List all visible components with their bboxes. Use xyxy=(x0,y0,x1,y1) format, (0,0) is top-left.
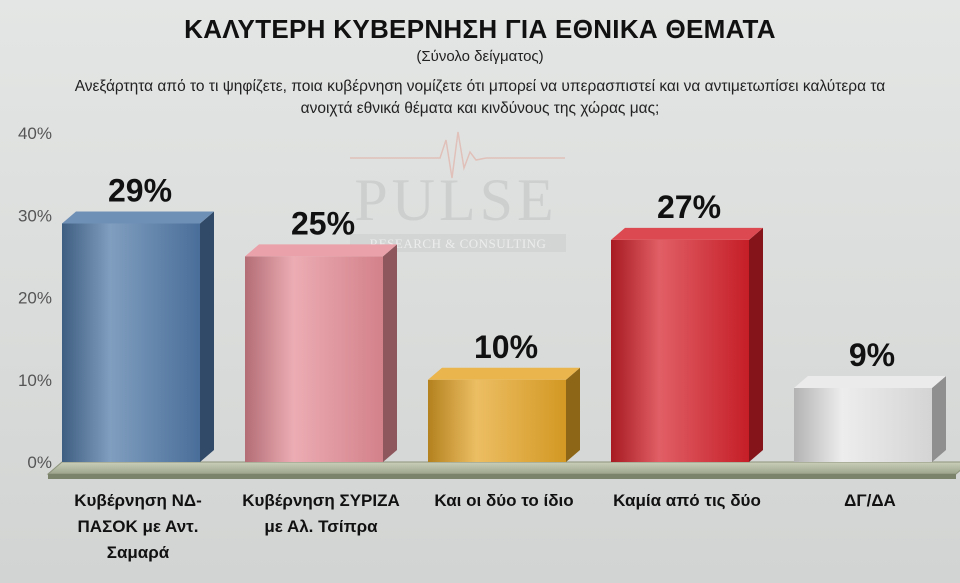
bar-top xyxy=(62,211,214,224)
bar-top xyxy=(794,375,946,388)
x-category-label: ΔΓ/ΔΑ xyxy=(844,491,896,510)
bar-side xyxy=(749,227,763,462)
y-tick-label: 40% xyxy=(18,124,52,143)
x-category-label: Κυβέρνηση ΝΔ-ΠΑΣΟΚ με Αντ. Σαμαρά xyxy=(74,491,202,562)
pulse-watermark: PULSE RESEARCH & CONSULTING xyxy=(350,131,566,252)
x-category-label: Καμία από τις δύο xyxy=(613,491,761,510)
chart-subtitle: (Σύνολο δείγματος) xyxy=(416,48,544,65)
bar-front xyxy=(611,239,749,462)
watermark-logo-text: PULSE xyxy=(354,167,557,233)
bar-front xyxy=(794,387,932,462)
data-label: 27% xyxy=(657,189,721,225)
bar-1 xyxy=(62,211,214,462)
bar-front xyxy=(62,223,200,462)
bar-3 xyxy=(428,367,580,462)
bar-5 xyxy=(794,375,946,462)
bar-top xyxy=(611,227,763,240)
bar-side xyxy=(200,211,214,462)
survey-question: Ανεξάρτητα από το τι ψηφίζετε, ποια κυβέ… xyxy=(74,78,886,117)
bar-side xyxy=(383,244,397,462)
chart-floor xyxy=(46,461,960,475)
bar-4 xyxy=(611,227,763,462)
x-category-label: Κυβέρνηση ΣΥΡΙΖΑ με Αλ. Τσίπρα xyxy=(242,491,400,536)
y-tick-label: 20% xyxy=(18,289,52,308)
data-label: 29% xyxy=(108,172,172,208)
bar-front xyxy=(245,256,383,462)
bar-side xyxy=(566,367,580,462)
chart-floor-edge xyxy=(48,474,956,479)
y-tick-label: 30% xyxy=(18,206,52,225)
bar-top xyxy=(245,244,397,257)
watermark-tagline: RESEARCH & CONSULTING xyxy=(370,236,547,251)
y-tick-label: 10% xyxy=(18,371,52,390)
bar-side xyxy=(932,375,946,462)
bar-2 xyxy=(245,244,397,462)
data-label: 9% xyxy=(849,337,895,373)
data-label: 10% xyxy=(474,329,538,365)
y-tick-label: 0% xyxy=(27,453,52,472)
chart-title: ΚΑΛΥΤΕΡΗ ΚΥΒΕΡΝΗΣΗ ΓΙΑ ΕΘΝΙΚΑ ΘΕΜΑΤΑ xyxy=(184,14,776,44)
data-label: 25% xyxy=(291,205,355,241)
bar-front xyxy=(428,379,566,462)
x-category-label: Και οι δύο το ίδιο xyxy=(434,491,574,510)
bar-top xyxy=(428,367,580,380)
